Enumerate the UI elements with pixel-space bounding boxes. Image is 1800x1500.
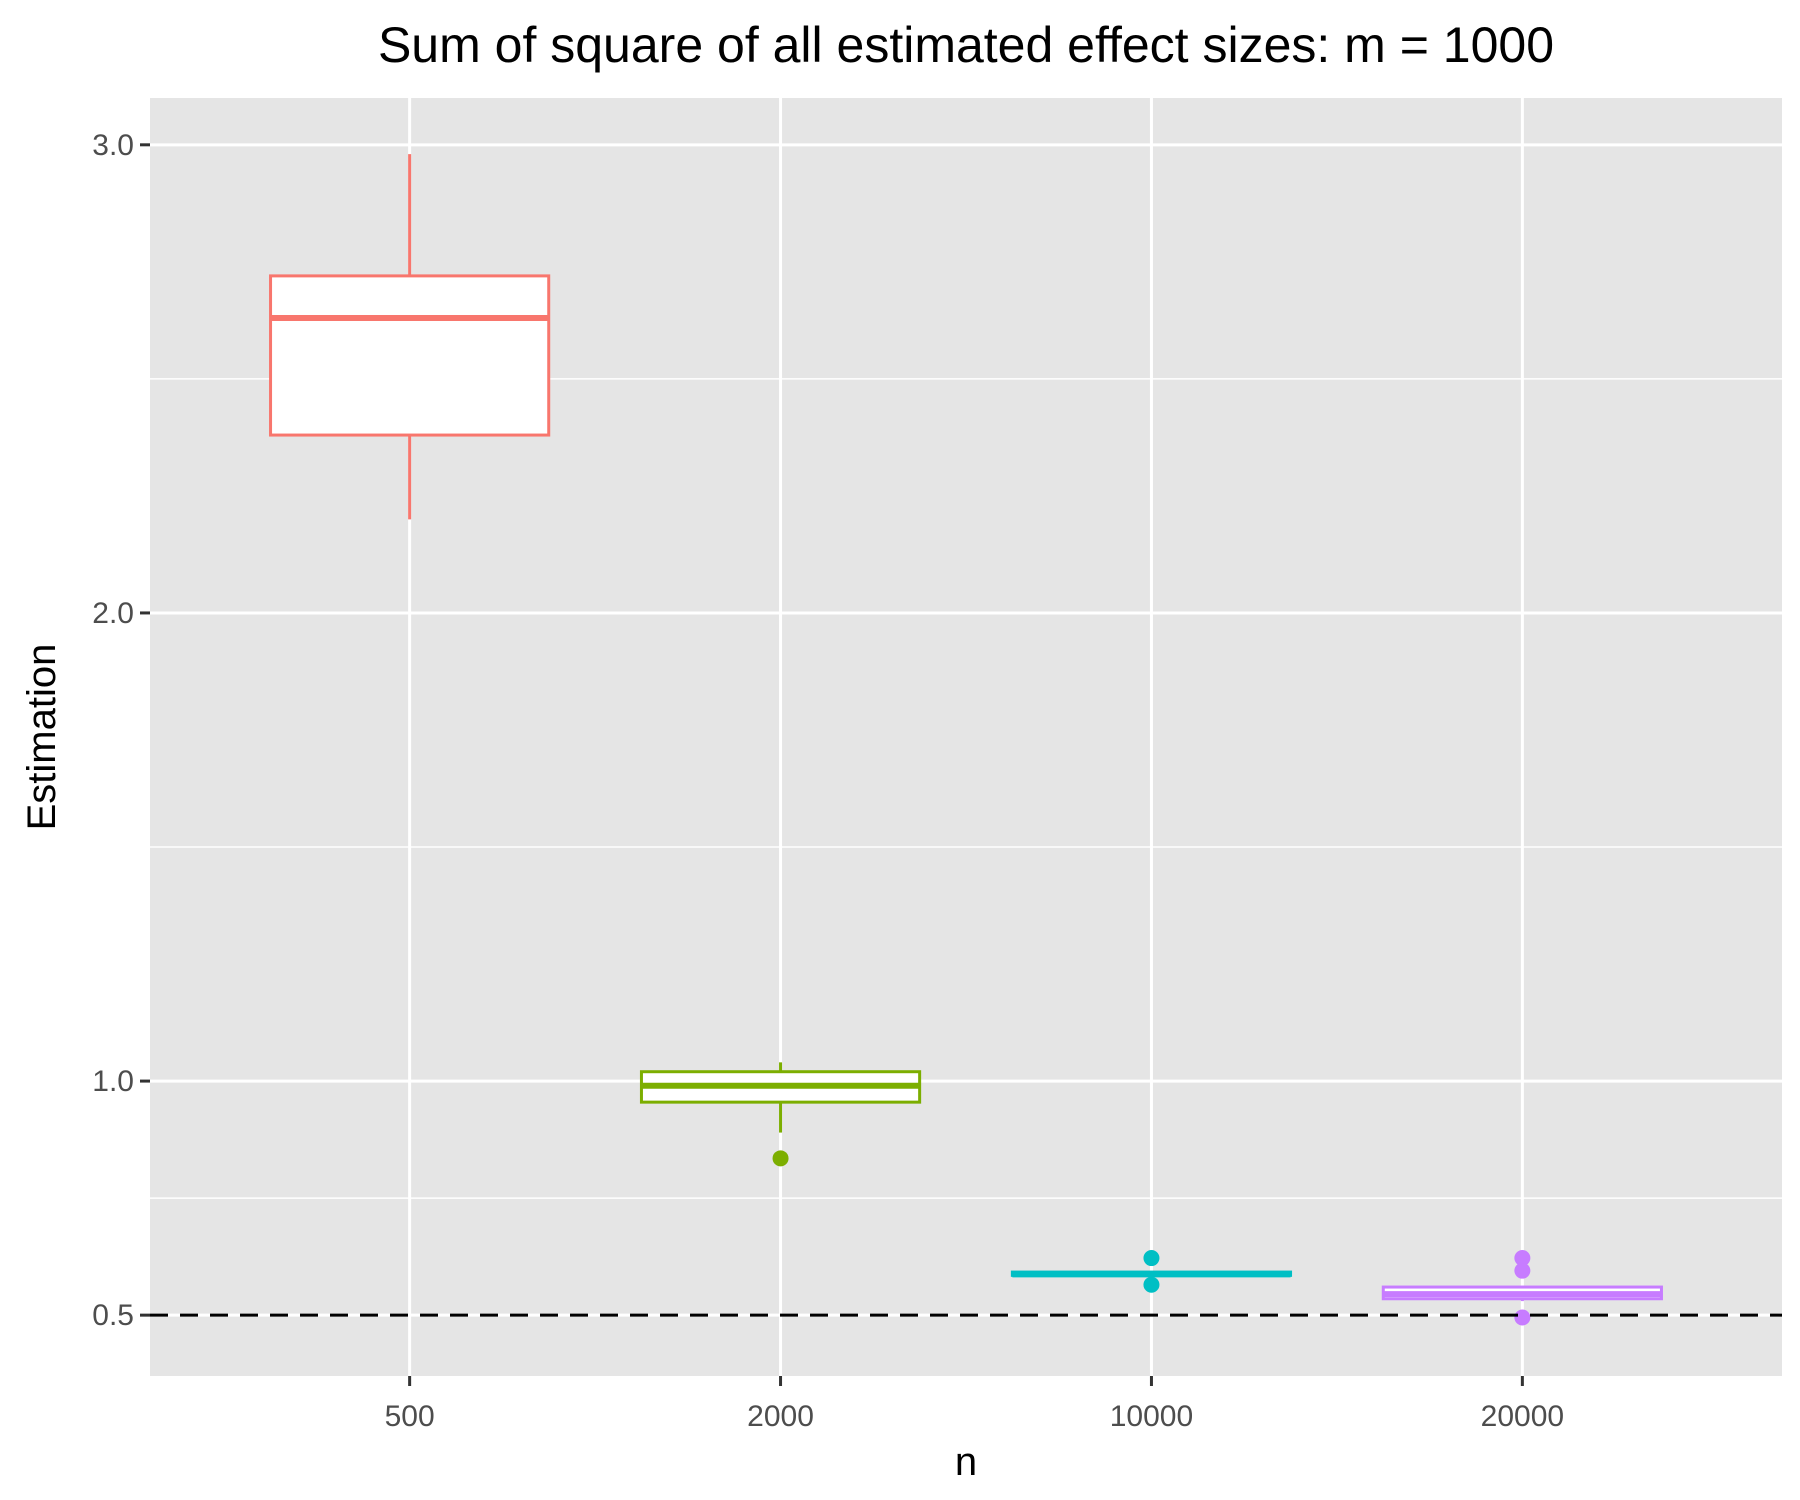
y-tick-label: 2.0 [92, 597, 134, 630]
boxplot-20000 [1381, 1250, 1663, 1326]
outlier-point [772, 1150, 789, 1167]
outlier-point [1514, 1262, 1531, 1279]
x-axis-title: n [955, 1440, 977, 1484]
y-tick-label: 3.0 [92, 129, 134, 162]
y-axis-title: Estimation [20, 644, 64, 831]
x-tick-label: 10000 [1110, 1400, 1193, 1433]
y-tick-label: 1.0 [92, 1065, 134, 1098]
box [269, 274, 551, 437]
boxplots [269, 154, 1663, 1326]
boxplot-500 [269, 154, 551, 520]
chart-title: Sum of square of all estimated effect si… [378, 17, 1554, 73]
y-axis: 0.5 1.0 2.0 3.0 [92, 129, 150, 1332]
boxplot-2000 [639, 1062, 922, 1167]
x-axis: 500 2000 10000 20000 [385, 1376, 1564, 1433]
outlier-point [1514, 1309, 1531, 1326]
x-tick-label: 2000 [747, 1400, 814, 1433]
x-tick-label: 20000 [1481, 1400, 1564, 1433]
outlier-point [1143, 1276, 1160, 1293]
outlier-point [1514, 1250, 1531, 1267]
outlier-point [1143, 1250, 1160, 1267]
x-tick-label: 500 [385, 1400, 435, 1433]
boxplot-10000 [1010, 1250, 1293, 1293]
y-tick-label: 0.5 [92, 1299, 134, 1332]
